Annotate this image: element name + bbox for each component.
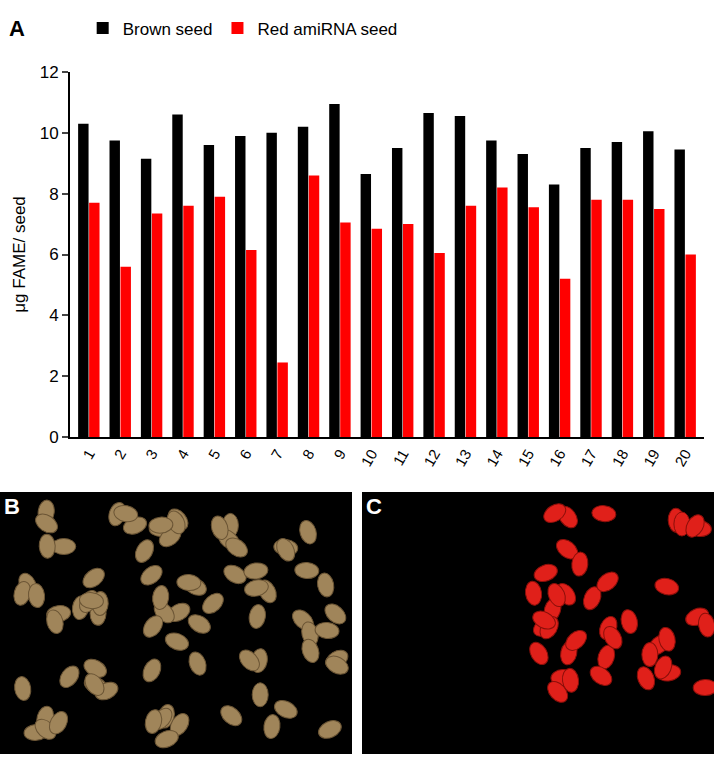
svg-text:18: 18 xyxy=(608,446,631,469)
svg-text:0: 0 xyxy=(49,428,58,447)
html-text:C: C xyxy=(366,494,382,519)
svg-text:2: 2 xyxy=(49,367,58,386)
svg-text:8: 8 xyxy=(299,446,318,462)
svg-text:19: 19 xyxy=(640,446,663,469)
svg-text:3: 3 xyxy=(142,446,161,462)
html-text:B: B xyxy=(4,494,20,519)
svg-text:A: A xyxy=(9,16,25,41)
svg-text:Red amiRNA seed: Red amiRNA seed xyxy=(257,20,397,39)
svg-text:14: 14 xyxy=(483,446,506,469)
svg-text:16: 16 xyxy=(546,446,569,469)
svg-text:4: 4 xyxy=(173,446,192,462)
svg-text:10: 10 xyxy=(357,446,380,469)
svg-text:13: 13 xyxy=(451,446,474,469)
svg-text:20: 20 xyxy=(671,446,694,469)
svg-text:6: 6 xyxy=(236,446,255,462)
svg-text:9: 9 xyxy=(330,446,349,462)
svg-text:12: 12 xyxy=(420,446,443,469)
svg-text:8: 8 xyxy=(49,185,58,204)
svg-text:4: 4 xyxy=(49,306,58,325)
svg-text:5: 5 xyxy=(205,446,224,462)
svg-text:15: 15 xyxy=(514,446,537,469)
svg-text:17: 17 xyxy=(577,446,600,469)
svg-text:μg FAME/ seed: μg FAME/ seed xyxy=(10,196,29,313)
svg-text:Brown seed: Brown seed xyxy=(123,20,213,39)
svg-text:11: 11 xyxy=(389,446,412,468)
svg-text:10: 10 xyxy=(40,124,59,143)
svg-text:7: 7 xyxy=(267,446,286,462)
svg-text:2: 2 xyxy=(110,446,129,462)
svg-text:6: 6 xyxy=(49,245,58,264)
svg-text:12: 12 xyxy=(40,63,59,82)
svg-text:1: 1 xyxy=(79,446,98,462)
